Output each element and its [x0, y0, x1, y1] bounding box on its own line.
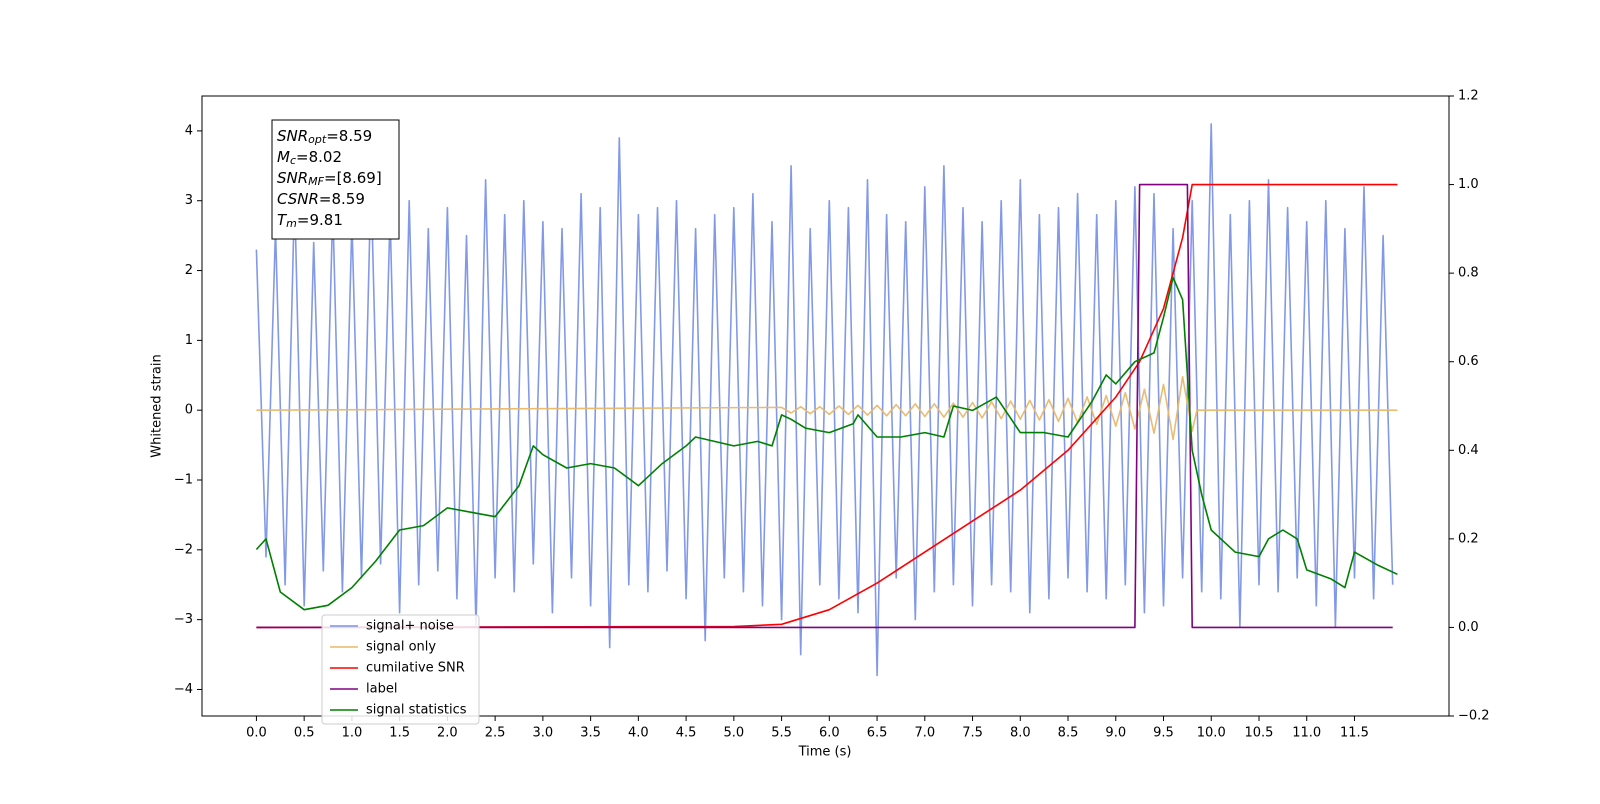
annotation-value: =[8.69]: [324, 169, 382, 187]
x-tick-label: 9.5: [1153, 726, 1174, 741]
series-line: [256, 183, 1398, 629]
annotation-line: SNRopt=8.59: [277, 127, 372, 147]
x-tick-label: 2.5: [485, 726, 506, 741]
y-tick-label: −2: [174, 542, 193, 557]
y-tick-label: 0: [185, 403, 193, 418]
series-line: [255, 123, 1394, 677]
y-tick-label: −1: [174, 473, 193, 488]
y-tick-label: 3: [185, 193, 193, 208]
x-tick-label: 6.5: [867, 726, 888, 741]
x-tick-label: 1.5: [389, 726, 410, 741]
legend-label: signal+ noise: [366, 619, 454, 634]
legend-box: [321, 614, 480, 725]
x-tick-label: 1.0: [342, 726, 363, 741]
y-tick-label: −3: [174, 612, 193, 627]
annotation-symbol: M: [277, 148, 290, 166]
x-tick-label: 7.0: [914, 726, 935, 741]
legend-label: signal statistics: [366, 703, 467, 718]
annotation-subscript: m: [286, 217, 297, 230]
y2-tick-label: 0.8: [1458, 266, 1479, 281]
annotation-line: CSNR=8.59: [277, 190, 365, 208]
annotation-line: Mc=8.02: [277, 148, 342, 168]
annotation-value: =9.81: [297, 211, 343, 229]
x-tick-label: 11.5: [1340, 726, 1369, 741]
x-axis-label: Time (s): [798, 745, 852, 760]
annotation-value: =8.02: [296, 148, 342, 166]
y2-tick-label: −0.2: [1458, 709, 1490, 724]
x-tick-label: 0.0: [246, 726, 267, 741]
y2-tick-label: 0.6: [1458, 354, 1479, 369]
legend-label: cumilative SNR: [366, 661, 465, 676]
y-tick-label: 2: [185, 263, 193, 278]
x-tick-label: 10.0: [1197, 726, 1226, 741]
annotation-symbol: CSNR: [277, 190, 319, 208]
y2-tick-label: 1.2: [1458, 89, 1479, 104]
y-tick-label: −4: [174, 682, 193, 697]
series-line: [255, 276, 1398, 611]
y2-tick-label: 0.2: [1458, 531, 1479, 546]
y-tick-label: 4: [185, 123, 193, 138]
x-tick-label: 6.0: [819, 726, 840, 741]
annotation-value: =8.59: [319, 190, 365, 208]
legend-label: label: [366, 682, 397, 697]
annotation-subscript: c: [290, 154, 296, 167]
y2-tick-label: 0.0: [1458, 620, 1479, 635]
annotation-symbol: SNR: [277, 169, 308, 187]
x-tick-label: 5.5: [771, 726, 792, 741]
y-axis-label: Whitened strain: [150, 354, 165, 457]
series-line: [256, 183, 1393, 629]
x-tick-label: 3.0: [533, 726, 554, 741]
annotation-box: [271, 119, 400, 240]
x-tick-label: 0.5: [294, 726, 315, 741]
annotation-symbol: SNR: [277, 127, 308, 145]
x-tick-label: 11.0: [1292, 726, 1321, 741]
x-tick-label: 4.0: [628, 726, 649, 741]
y2-tick-label: 1.0: [1458, 177, 1479, 192]
annotation-subscript: MF: [308, 175, 324, 188]
x-tick-label: 2.0: [437, 726, 458, 741]
x-tick-label: 9.0: [1105, 726, 1126, 741]
annotation-value: =8.59: [326, 127, 372, 145]
annotation-symbol: T: [277, 211, 288, 229]
annotation-subscript: opt: [308, 133, 327, 146]
annotation-line: Tm=9.81: [277, 211, 343, 231]
legend-label: signal only: [366, 640, 436, 655]
plot-frame: [201, 95, 1450, 717]
x-tick-label: 5.0: [723, 726, 744, 741]
series-line: [256, 375, 1398, 441]
x-tick-label: 8.0: [1010, 726, 1031, 741]
annotation-line: SNRMF=[8.69]: [277, 169, 382, 189]
x-tick-label: 4.5: [676, 726, 697, 741]
x-tick-label: 7.5: [962, 726, 983, 741]
y-tick-label: 1: [185, 333, 193, 348]
y2-tick-label: 0.4: [1458, 443, 1479, 458]
x-tick-label: 8.5: [1058, 726, 1079, 741]
x-tick-label: 3.5: [580, 726, 601, 741]
x-tick-label: 10.5: [1245, 726, 1274, 741]
